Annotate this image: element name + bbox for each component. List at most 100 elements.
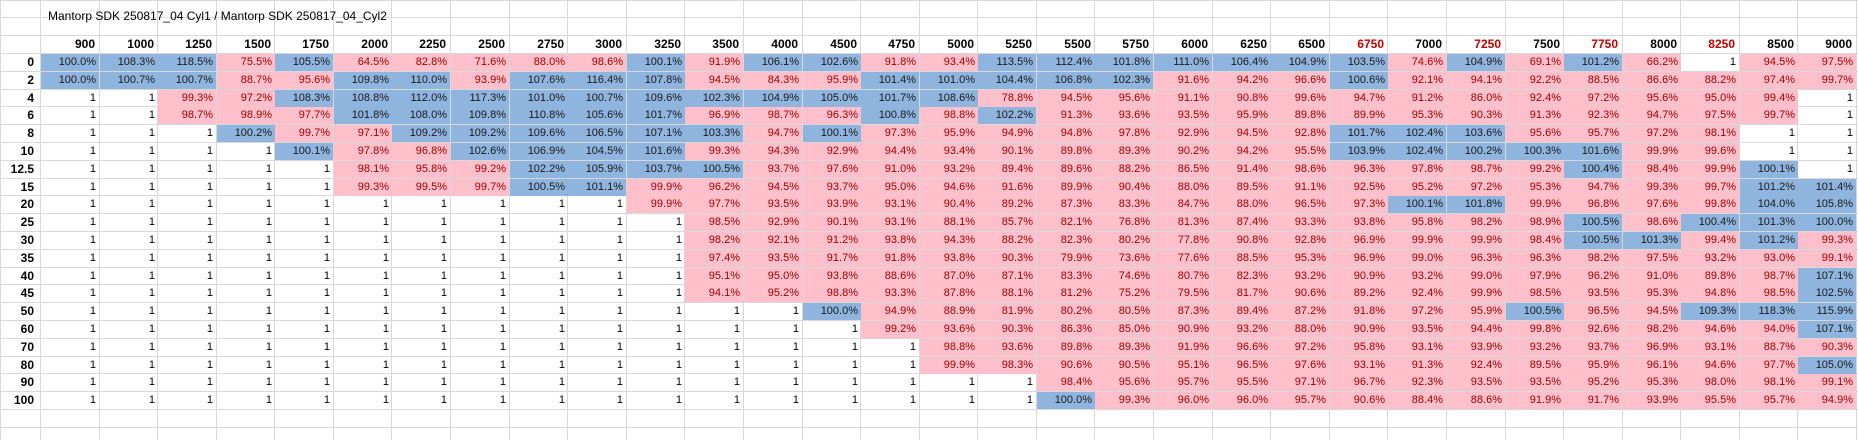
data-cell[interactable]: 112.0% bbox=[392, 90, 450, 107]
data-cell[interactable]: 95.8% bbox=[392, 161, 450, 178]
data-cell[interactable]: 97.7% bbox=[275, 107, 333, 124]
row-header[interactable]: 12.5 bbox=[10, 162, 34, 176]
data-cell[interactable]: 1 bbox=[616, 376, 623, 388]
data-cell[interactable]: 98.0% bbox=[1681, 374, 1739, 391]
data-cell[interactable]: 1 bbox=[1846, 145, 1853, 157]
data-cell[interactable]: 89.8% bbox=[1681, 268, 1739, 285]
row-header[interactable]: 20 bbox=[20, 197, 34, 211]
data-cell[interactable]: 1 bbox=[616, 341, 623, 353]
data-cell[interactable]: 88.7% bbox=[1740, 339, 1798, 356]
data-cell[interactable]: 94.0% bbox=[1740, 321, 1798, 338]
data-cell[interactable]: 98.7% bbox=[744, 107, 802, 124]
data-cell[interactable]: 104.9% bbox=[1447, 54, 1505, 71]
data-cell[interactable]: 99.8% bbox=[1506, 321, 1564, 338]
data-cell[interactable]: 1 bbox=[1729, 56, 1736, 68]
data-cell[interactable]: 96.3% bbox=[803, 107, 861, 124]
data-cell[interactable]: 1 bbox=[733, 305, 740, 317]
data-cell[interactable]: 1 bbox=[148, 341, 155, 353]
data-cell[interactable]: 100.5% bbox=[685, 161, 743, 178]
data-cell[interactable]: 88.0% bbox=[1154, 179, 1212, 196]
data-cell[interactable]: 103.6% bbox=[1447, 125, 1505, 142]
data-cell[interactable]: 92.3% bbox=[1388, 374, 1446, 391]
data-cell[interactable]: 94.2% bbox=[1213, 143, 1271, 160]
data-cell[interactable]: 1 bbox=[440, 270, 447, 282]
data-cell[interactable]: 1 bbox=[265, 270, 272, 282]
data-cell[interactable]: 80.7% bbox=[1154, 268, 1212, 285]
data-cell[interactable]: 98.9% bbox=[1506, 214, 1564, 231]
data-cell[interactable]: 96.8% bbox=[1564, 196, 1622, 213]
sheet-title[interactable]: Mantorp SDK 250817_04 Cyl1 / Mantorp SDK… bbox=[48, 9, 387, 23]
data-cell[interactable]: 105.5% bbox=[275, 54, 333, 71]
data-cell[interactable]: 97.4% bbox=[1740, 72, 1798, 89]
data-cell[interactable]: 94.8% bbox=[1681, 285, 1739, 302]
data-cell[interactable]: 1 bbox=[89, 163, 96, 175]
data-cell[interactable]: 1 bbox=[382, 252, 389, 264]
data-cell[interactable]: 94.8% bbox=[1037, 125, 1095, 142]
data-cell[interactable]: 93.6% bbox=[920, 321, 978, 338]
data-cell[interactable]: 1 bbox=[323, 359, 330, 371]
data-cell[interactable]: 93.2% bbox=[1271, 268, 1329, 285]
data-cell[interactable]: 98.5% bbox=[1740, 285, 1798, 302]
data-cell[interactable]: 109.6% bbox=[627, 90, 685, 107]
data-cell[interactable]: 1 bbox=[675, 287, 682, 299]
row-header[interactable]: 45 bbox=[20, 286, 34, 300]
data-cell[interactable]: 98.2% bbox=[1564, 250, 1622, 267]
data-cell[interactable]: 97.1% bbox=[1271, 374, 1329, 391]
data-cell[interactable]: 1 bbox=[206, 181, 213, 193]
data-cell[interactable]: 96.7% bbox=[1330, 374, 1388, 391]
data-cell[interactable]: 99.4% bbox=[1681, 232, 1739, 249]
data-cell[interactable]: 75.5% bbox=[217, 54, 275, 71]
data-cell[interactable]: 89.4% bbox=[1213, 303, 1271, 320]
data-cell[interactable]: 104.4% bbox=[978, 72, 1036, 89]
data-cell[interactable]: 104.9% bbox=[1271, 54, 1329, 71]
column-header[interactable]: 6500 bbox=[1298, 37, 1325, 51]
data-cell[interactable]: 93.1% bbox=[1330, 357, 1388, 374]
data-cell[interactable]: 90.3% bbox=[1798, 339, 1856, 356]
data-cell[interactable]: 109.2% bbox=[451, 125, 509, 142]
data-cell[interactable]: 71.6% bbox=[451, 54, 509, 71]
column-header[interactable]: 2500 bbox=[478, 37, 505, 51]
data-cell[interactable]: 92.5% bbox=[1330, 179, 1388, 196]
data-cell[interactable]: 93.6% bbox=[1095, 107, 1153, 124]
data-cell[interactable]: 97.3% bbox=[1330, 196, 1388, 213]
data-cell[interactable]: 1 bbox=[851, 341, 858, 353]
data-cell[interactable]: 102.2% bbox=[510, 161, 568, 178]
data-cell[interactable]: 95.0% bbox=[861, 179, 919, 196]
data-cell[interactable]: 1 bbox=[1788, 127, 1795, 139]
data-cell[interactable]: 95.9% bbox=[920, 125, 978, 142]
data-cell[interactable]: 99.3% bbox=[1798, 232, 1856, 249]
data-cell[interactable]: 101.0% bbox=[920, 72, 978, 89]
data-cell[interactable]: 99.1% bbox=[1798, 374, 1856, 391]
data-cell[interactable]: 1 bbox=[675, 234, 682, 246]
data-cell[interactable]: 90.4% bbox=[1095, 179, 1153, 196]
data-cell[interactable]: 103.9% bbox=[1330, 143, 1388, 160]
data-cell[interactable]: 85.0% bbox=[1095, 321, 1153, 338]
data-cell[interactable]: 1 bbox=[675, 341, 682, 353]
data-cell[interactable]: 1 bbox=[265, 323, 272, 335]
data-cell[interactable]: 90.4% bbox=[920, 196, 978, 213]
data-cell[interactable]: 97.8% bbox=[334, 143, 392, 160]
data-cell[interactable]: 95.5% bbox=[1271, 143, 1329, 160]
data-cell[interactable]: 1 bbox=[499, 287, 506, 299]
data-cell[interactable]: 95.7% bbox=[1154, 374, 1212, 391]
data-cell[interactable]: 94.5% bbox=[1740, 54, 1798, 71]
row-header[interactable]: 8 bbox=[27, 126, 34, 140]
data-cell[interactable]: 98.1% bbox=[1740, 374, 1798, 391]
data-cell[interactable]: 86.6% bbox=[1623, 72, 1681, 89]
data-cell[interactable]: 91.9% bbox=[1154, 339, 1212, 356]
data-cell[interactable]: 1 bbox=[558, 394, 565, 406]
data-cell[interactable]: 101.7% bbox=[861, 90, 919, 107]
data-cell[interactable]: 75.2% bbox=[1095, 285, 1153, 302]
data-cell[interactable]: 93.8% bbox=[803, 268, 861, 285]
data-cell[interactable]: 97.5% bbox=[1798, 54, 1856, 71]
column-header[interactable]: 4500 bbox=[830, 37, 857, 51]
data-cell[interactable]: 106.4% bbox=[1213, 54, 1271, 71]
data-cell[interactable]: 96.0% bbox=[1154, 392, 1212, 409]
data-cell[interactable]: 108.6% bbox=[920, 90, 978, 107]
data-cell[interactable]: 93.2% bbox=[1388, 268, 1446, 285]
data-cell[interactable]: 99.2% bbox=[861, 321, 919, 338]
data-cell[interactable]: 118.5% bbox=[158, 54, 216, 71]
data-cell[interactable]: 104.5% bbox=[568, 143, 626, 160]
data-cell[interactable]: 101.8% bbox=[1095, 54, 1153, 71]
data-cell[interactable]: 93.7% bbox=[803, 179, 861, 196]
